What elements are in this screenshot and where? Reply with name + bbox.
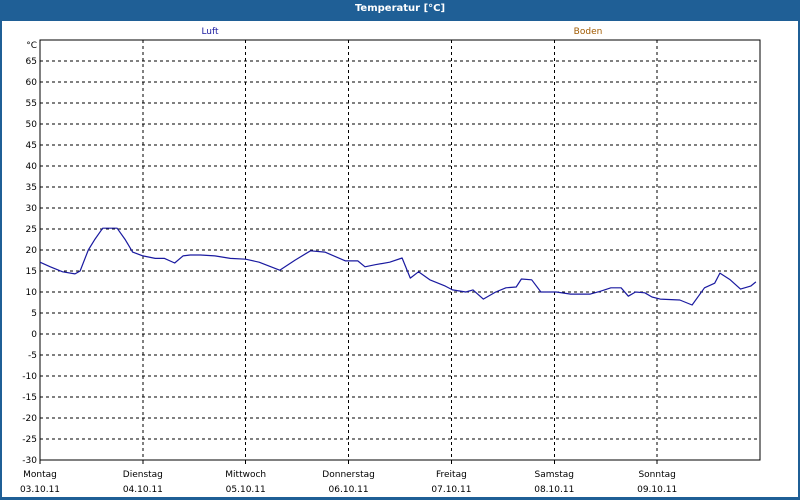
y-tick-label: -5 xyxy=(28,351,37,361)
x-tick-date: 03.10.11 xyxy=(20,485,60,495)
x-tick-date: 04.10.11 xyxy=(123,485,163,495)
y-tick-label: 35 xyxy=(26,183,37,193)
y-tick-label: 15 xyxy=(26,267,37,277)
y-tick-label: -10 xyxy=(22,372,37,382)
y-tick-label: 45 xyxy=(26,141,37,151)
y-tick-label: 5 xyxy=(31,309,37,319)
y-tick-label: 55 xyxy=(26,99,37,109)
temperature-chart: Luft Boden°C65605550454035302520151050-5-… xyxy=(20,27,761,495)
plot-frame xyxy=(39,39,761,461)
x-tick-day: Montag xyxy=(23,470,57,480)
x-tick-date: 06.10.11 xyxy=(329,485,369,495)
x-tick-day: Sonntag xyxy=(638,470,675,480)
y-tick-label: 0 xyxy=(31,330,37,340)
legend-luft: Luft xyxy=(201,27,219,37)
y-tick-label: 50 xyxy=(26,120,38,130)
x-tick-day: Freitag xyxy=(436,470,467,480)
x-tick-day: Dienstag xyxy=(123,470,163,480)
y-tick-label: 65 xyxy=(26,57,37,67)
y-tick-label: -15 xyxy=(22,393,37,403)
chart-panel: Luft Boden °C 65 60 55 50 45 40 35 30 25 20 15 10 5 0 -5-… xyxy=(2,21,798,497)
legend-boden: Boden xyxy=(574,27,603,37)
y-tick-label: -25 xyxy=(22,435,37,445)
y-tick-label: 20 xyxy=(26,246,38,256)
x-tick-date: 09.10.11 xyxy=(637,485,677,495)
x-tick-date: 07.10.11 xyxy=(431,485,471,495)
series-line-luft xyxy=(39,227,757,306)
x-tick-date: 05.10.11 xyxy=(226,485,266,495)
y-tick-label: 30 xyxy=(26,204,38,214)
y-tick-label: 25 xyxy=(26,225,37,235)
x-tick-date: 08.10.11 xyxy=(534,485,574,495)
y-tick-label: -20 xyxy=(22,414,37,424)
y-axis-unit: °C xyxy=(26,41,37,51)
y-tick-label: 10 xyxy=(26,288,38,298)
y-tick-label: -30 xyxy=(22,456,37,466)
chart-title: Temperatur [°C] xyxy=(354,3,446,14)
chart-title-bar: Temperatur [°C] xyxy=(0,0,800,21)
x-tick-day: Donnerstag xyxy=(322,470,375,480)
y-tick-label: 60 xyxy=(26,78,38,88)
y-tick-label: 40 xyxy=(26,162,38,172)
x-tick-day: Samstag xyxy=(535,470,574,480)
x-tick-day: Mittwoch xyxy=(225,470,266,480)
